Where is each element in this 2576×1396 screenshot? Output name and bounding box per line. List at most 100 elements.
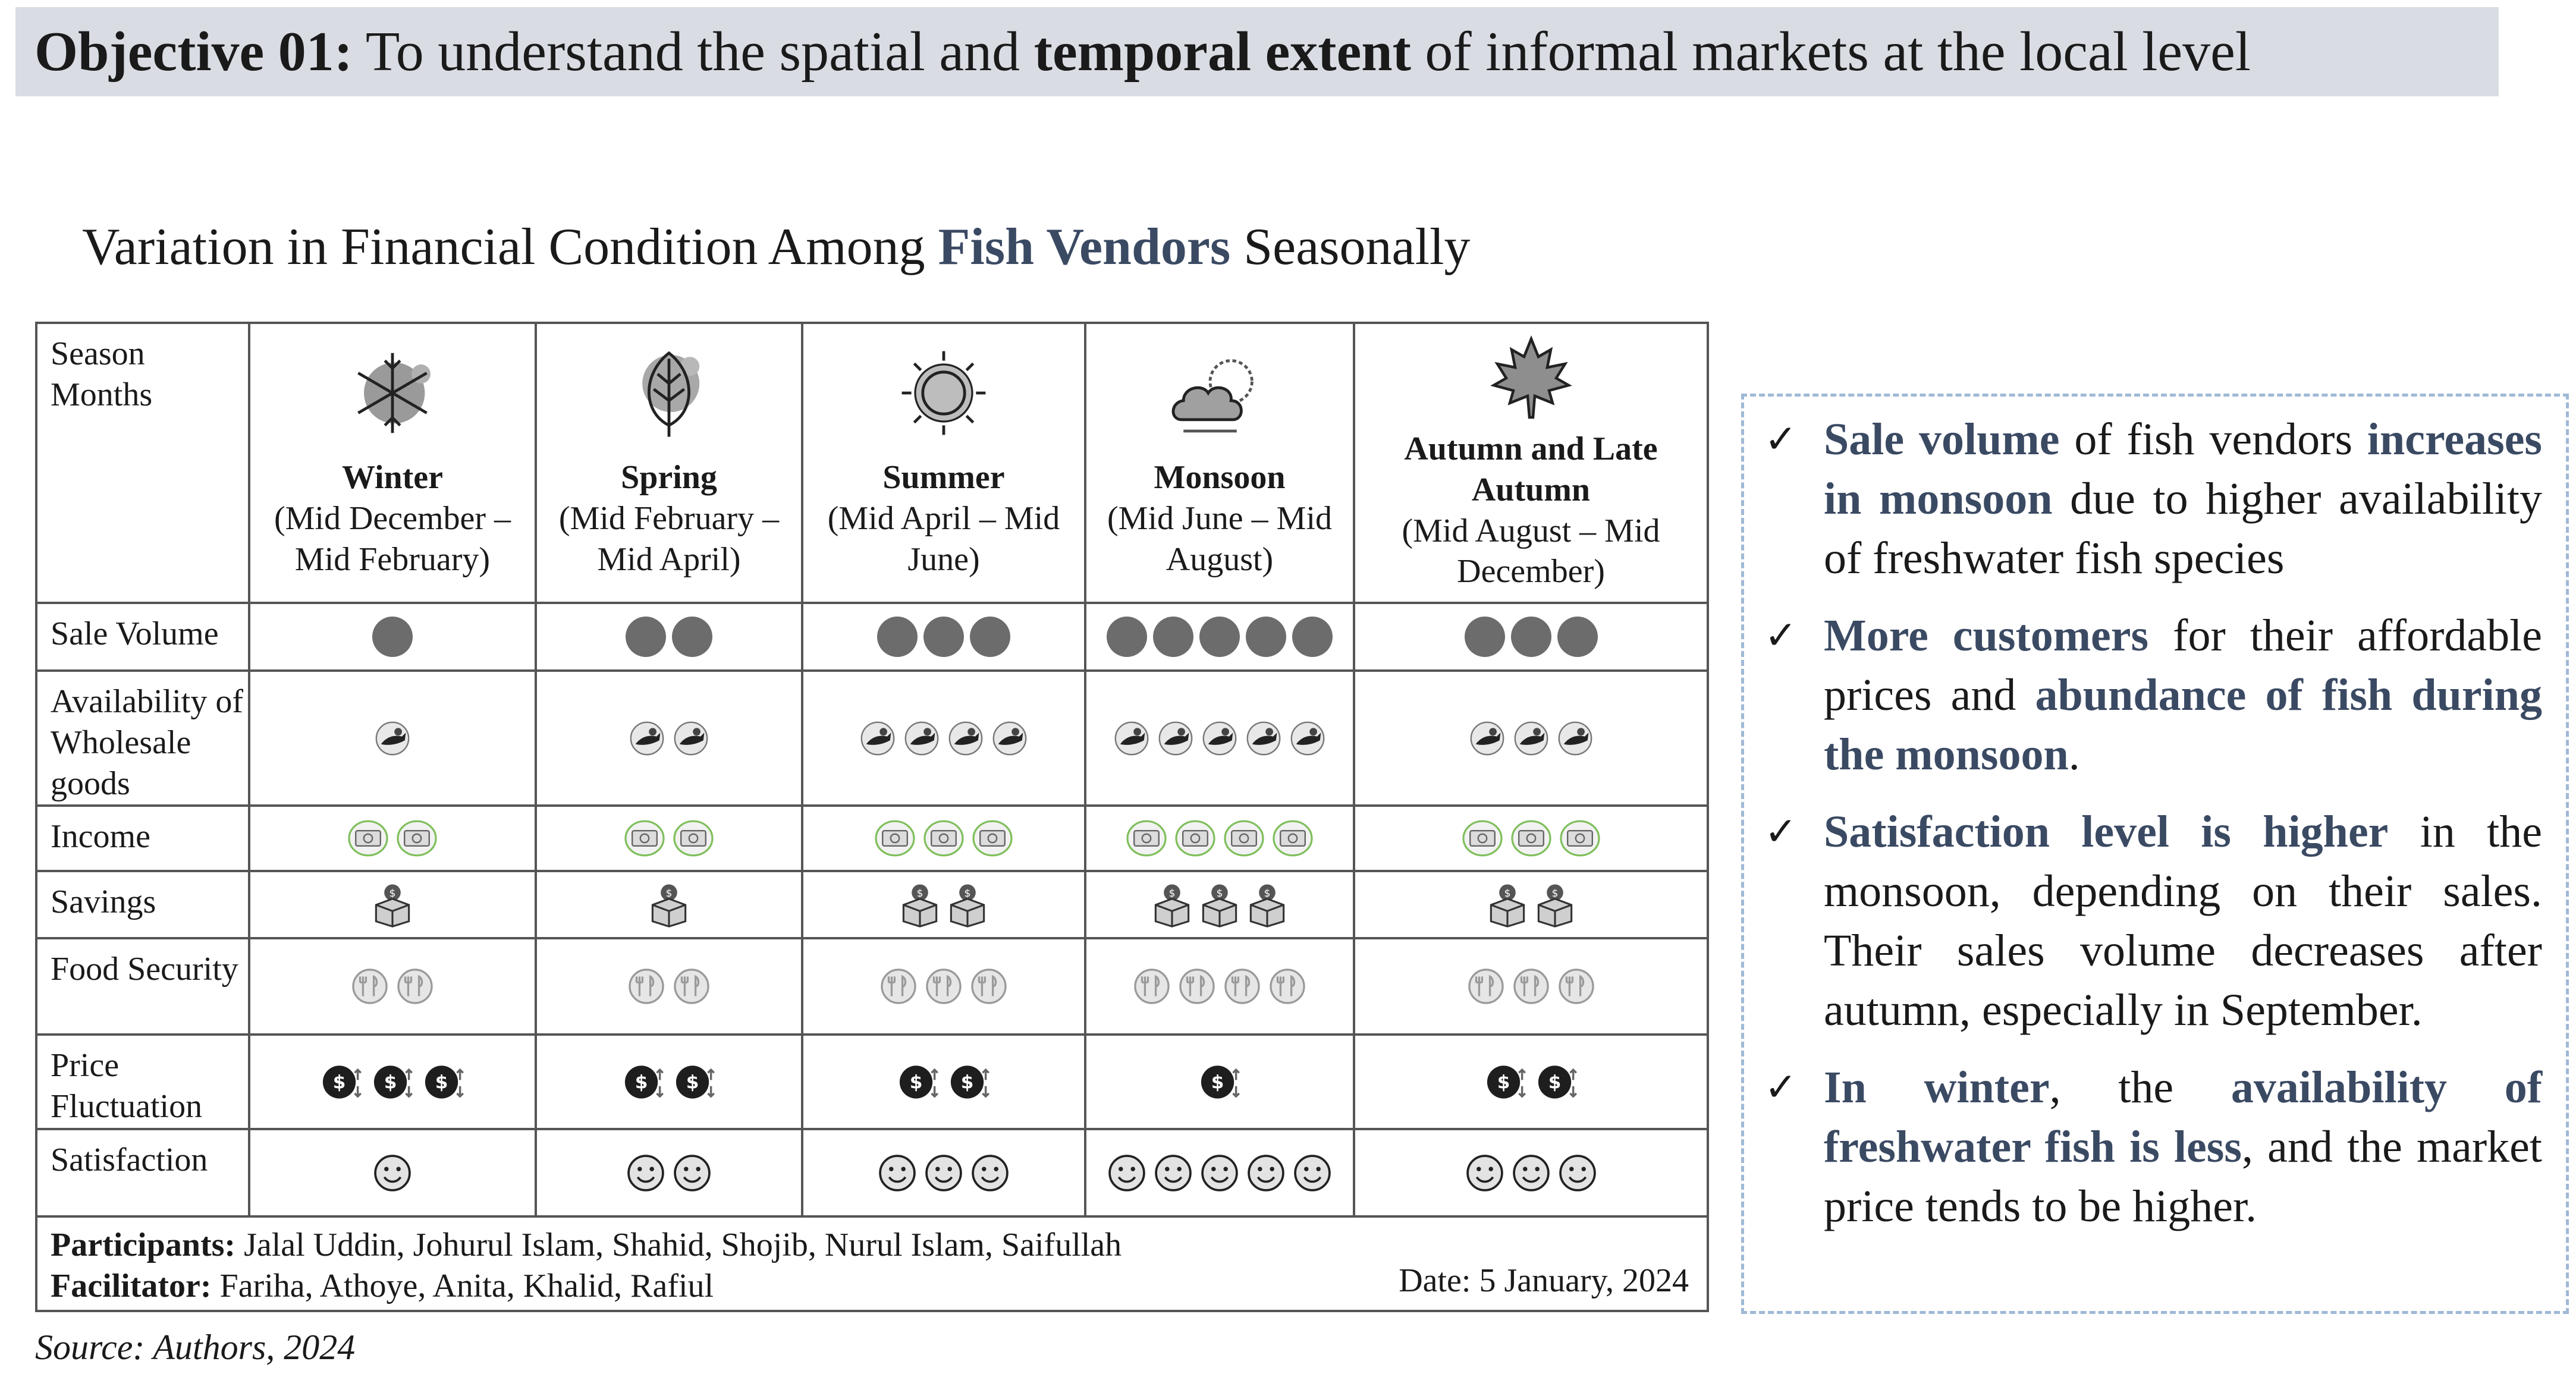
fish-goods-icon	[903, 719, 941, 757]
season-header: Spring (Mid February – Mid April)	[535, 322, 803, 604]
smiley-icon	[372, 1153, 413, 1193]
season-name: Monsoon	[1154, 459, 1286, 496]
smiley-icon	[1153, 1153, 1193, 1193]
icon-cell: $	[535, 870, 803, 939]
findings-box: ✓ Sale volume of fish vendors increases i…	[1741, 394, 2569, 1314]
header-row: Season Months Winter (Mid December – Mid…	[35, 322, 1709, 604]
money-icon	[1559, 819, 1601, 857]
row-price-fluctuation: Price Fluctuation $ $ $ $ $ $ $ $ $ $	[35, 1033, 1709, 1130]
cloud-sun-icon	[1171, 359, 1254, 433]
price-fluctuation-icon: $	[672, 1061, 717, 1103]
row-label: Availability of Wholesale goods	[35, 669, 250, 807]
svg-text:$: $	[1504, 888, 1510, 900]
svg-text:$: $	[1548, 1071, 1561, 1093]
row-sale-volume: Sale Volume	[35, 602, 1709, 672]
circle-icon	[1464, 617, 1505, 657]
food-security-icon	[1557, 967, 1596, 1006]
row-label: Savings	[35, 870, 250, 939]
icon-group: $	[537, 882, 801, 927]
finding-text: , and the market price tends to be highe…	[1824, 1122, 2542, 1231]
icon-group	[1355, 1153, 1707, 1193]
icon-group	[250, 719, 535, 757]
finding-highlight: In winter	[1824, 1062, 2050, 1112]
fish-goods-icon	[947, 719, 985, 757]
money-icon	[623, 819, 666, 857]
circle-icon	[1557, 617, 1598, 657]
smiley-icon	[877, 1153, 918, 1193]
circle-icon	[672, 617, 712, 657]
row-label: Satisfaction	[35, 1128, 250, 1218]
price-fluctuation-icon: $	[319, 1061, 364, 1103]
price-fluctuation-icon: $	[947, 1061, 992, 1103]
smiley-icon	[1199, 1153, 1240, 1193]
icon-cell	[535, 804, 803, 872]
icon-cell	[1353, 937, 1709, 1036]
season-months: (Mid December – Mid February)	[274, 500, 511, 578]
season-header: Monsoon (Mid June – Mid August)	[1084, 322, 1355, 604]
icon-group	[803, 617, 1084, 657]
finding-highlight: Sale volume	[1824, 414, 2060, 464]
fish-goods-icon	[628, 719, 666, 757]
fish-goods-icon	[1113, 719, 1151, 757]
icon-group	[1086, 1153, 1353, 1193]
facilitator-names: Fariha, Athoye, Anita, Khalid, Rafiul	[219, 1267, 714, 1304]
icon-group	[250, 819, 535, 857]
icon-cell: $	[1084, 1033, 1355, 1130]
season-header: Summer (Mid April – Mid June)	[801, 322, 1086, 604]
icon-group	[1355, 719, 1707, 757]
icon-cell: $ $	[1353, 1033, 1709, 1130]
icon-cell	[535, 669, 803, 807]
food-security-icon	[395, 967, 435, 1006]
icon-cell	[248, 602, 537, 672]
svg-text:$: $	[1551, 888, 1558, 900]
svg-text:$: $	[965, 888, 971, 900]
footer-cell: Participants: Jalal Uddin, Johurul Islam…	[35, 1215, 1709, 1312]
icon-cell	[248, 937, 537, 1036]
row-availability: Availability of Wholesale goods	[35, 669, 1709, 807]
checkmark-icon: ✓	[1764, 416, 1798, 462]
smiley-icon	[626, 1153, 666, 1193]
price-fluctuation-icon: $	[896, 1061, 941, 1103]
savings-box-icon: $	[899, 882, 941, 927]
circle-icon	[1153, 617, 1193, 657]
season-name: Summer	[882, 459, 1005, 496]
finding-text: , the	[2049, 1062, 2231, 1112]
finding-text: in the monsoon, depending on their sales…	[1824, 807, 2542, 1035]
session-date: Date: 5 January, 2024	[1399, 1262, 1689, 1300]
fish-goods-icon	[373, 719, 411, 757]
icon-cell	[1353, 804, 1709, 872]
checkmark-icon: ✓	[1764, 612, 1798, 658]
smiley-icon	[970, 1153, 1010, 1193]
svg-text:$: $	[1211, 1071, 1224, 1093]
fish-goods-icon	[991, 719, 1029, 757]
season-months: (Mid April – Mid June)	[827, 500, 1060, 578]
money-icon	[347, 819, 389, 857]
icon-cell: $ $	[801, 870, 1086, 939]
money-icon	[874, 819, 916, 857]
row-label: Sale Volume	[35, 602, 250, 672]
icon-cell	[248, 804, 537, 872]
price-fluctuation-icon: $	[1534, 1061, 1579, 1103]
price-fluctuation-icon: $	[1197, 1061, 1242, 1103]
leaf-icon	[642, 351, 700, 437]
participants-line: Participants: Jalal Uddin, Johurul Islam…	[51, 1225, 1707, 1266]
icon-group	[1355, 617, 1707, 657]
icon-group	[803, 719, 1084, 757]
icon-group: $ $	[1355, 882, 1707, 927]
season-label: Season	[51, 335, 145, 372]
objective-label: Objective 01:	[34, 21, 353, 83]
icon-group	[803, 1153, 1084, 1193]
finding-highlight: abundance of fish during the monsoon	[1824, 670, 2543, 779]
smiley-icon	[1107, 1153, 1147, 1193]
seasonal-matrix: Season Months Winter (Mid December – Mid…	[35, 322, 1709, 1312]
money-icon	[395, 819, 438, 857]
savings-box-icon: $	[648, 882, 690, 927]
finding-text: due to higher availability of freshwater…	[1824, 474, 2542, 583]
icon-cell	[1084, 937, 1355, 1036]
section-title: Variation in Financial Condition Among F…	[82, 217, 1470, 277]
svg-text:$: $	[686, 1071, 699, 1093]
money-icon	[672, 819, 715, 857]
food-security-icon	[1512, 967, 1551, 1006]
facilitator-line: Facilitator: Fariha, Athoye, Anita, Khal…	[51, 1266, 1707, 1307]
smiley-icon	[1246, 1153, 1286, 1193]
